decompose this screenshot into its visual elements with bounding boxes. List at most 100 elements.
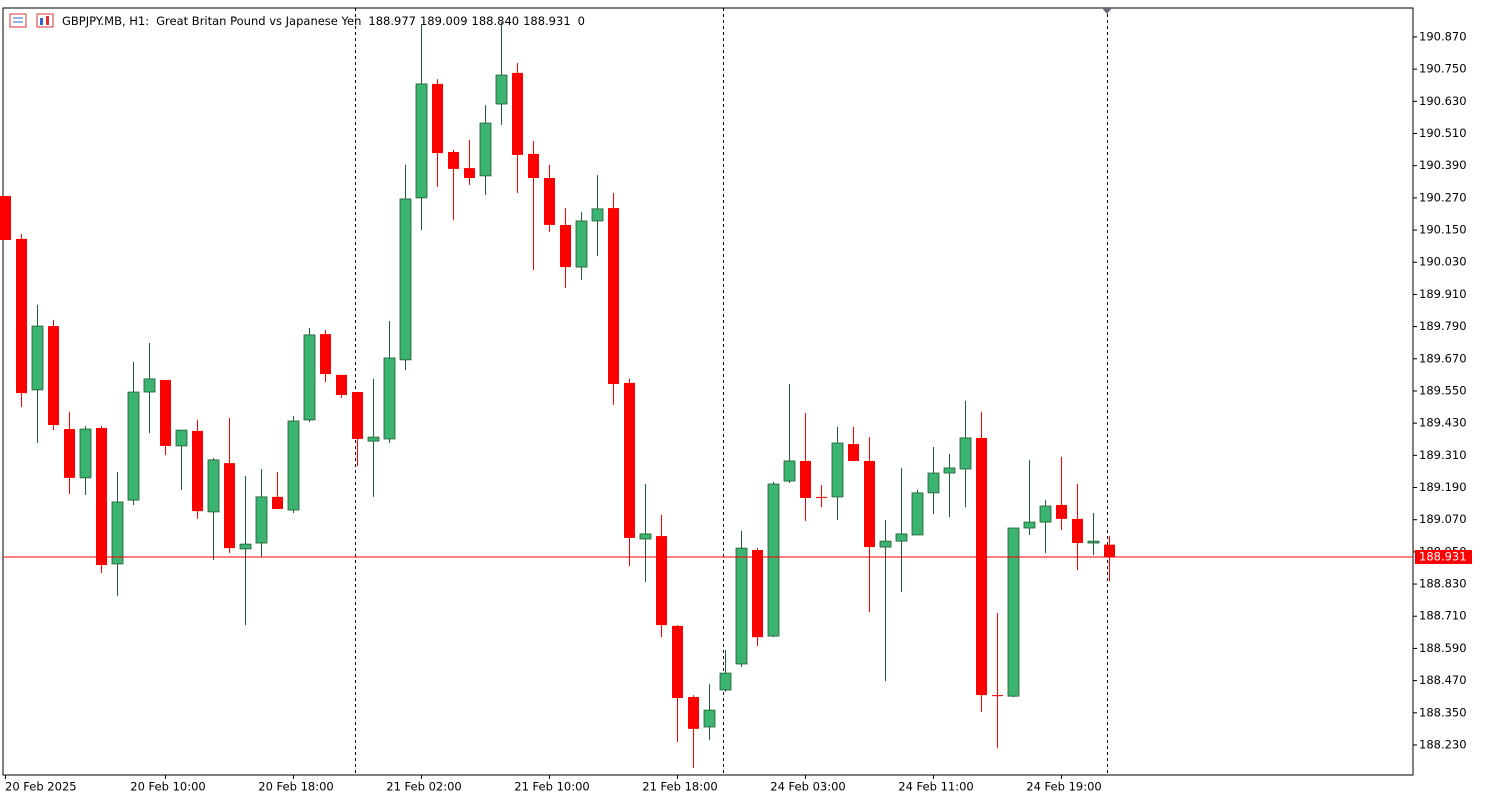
- candle-body: [719, 672, 732, 691]
- icon-bar: [46, 16, 49, 25]
- x-tick-label: 21 Feb 02:00: [386, 780, 461, 794]
- shift-marker: [1102, 8, 1112, 14]
- candle-body: [16, 238, 27, 394]
- high-price: 189.009: [420, 14, 468, 28]
- y-tick-label: 190.870: [1419, 29, 1467, 43]
- candle-body: [464, 168, 475, 179]
- x-tick-label: 20 Feb 18:00: [258, 780, 333, 794]
- candle-body: [624, 382, 635, 538]
- candle-body: [272, 496, 283, 509]
- last-price-box: [1415, 549, 1472, 564]
- candle-body: [1104, 544, 1115, 557]
- candle-body: [752, 549, 763, 638]
- candle-body: [911, 492, 924, 536]
- candle-body: [1007, 527, 1020, 697]
- candle-body: [111, 501, 124, 565]
- y-tick-label: 188.230: [1419, 737, 1467, 751]
- candle-body: [303, 334, 316, 421]
- y-tick-label: 189.910: [1419, 287, 1467, 301]
- candle-body: [831, 442, 844, 498]
- candle-body: [895, 533, 908, 542]
- icon: [9, 13, 27, 28]
- y-tick-label: 189.790: [1419, 319, 1467, 333]
- candle-body: [927, 472, 940, 494]
- candle-body: [239, 543, 252, 550]
- candle-body: [383, 357, 396, 440]
- close-price: 188.931: [523, 14, 571, 28]
- candle-body: [591, 208, 604, 222]
- candle-body: [479, 122, 492, 177]
- open-price: 188.977: [368, 14, 416, 28]
- candle-body: [127, 391, 140, 501]
- y-tick-label: 190.390: [1419, 158, 1467, 172]
- candle-body: [528, 153, 539, 179]
- candle-body: [255, 496, 268, 544]
- candle-body: [800, 460, 811, 498]
- candle-body: [1039, 505, 1052, 523]
- candle-body: [175, 429, 188, 447]
- y-tick-label: 190.030: [1419, 255, 1467, 269]
- candle-body: [992, 695, 1003, 697]
- symbol: GBPJPY.MB, H1:: [62, 14, 149, 28]
- plot-frame: [2, 7, 1414, 776]
- x-tick-label: 21 Feb 10:00: [514, 780, 589, 794]
- y-tick-label: 188.590: [1419, 641, 1467, 655]
- candle-body: [495, 74, 508, 105]
- x-tick-label: 20 Feb 10:00: [130, 780, 205, 794]
- candle-body: [1072, 518, 1083, 544]
- candle-body: [512, 72, 523, 155]
- candle-body: [943, 467, 956, 474]
- candle-body: [320, 334, 331, 375]
- low-price: 188.840: [472, 14, 520, 28]
- candle-body: [639, 533, 652, 540]
- candle-body: [352, 392, 363, 439]
- candle-body: [448, 152, 459, 169]
- y-tick-label: 188.830: [1419, 577, 1467, 591]
- y-tick-label: 189.670: [1419, 351, 1467, 365]
- candle-body: [432, 83, 443, 154]
- candle-body: [608, 208, 619, 384]
- y-tick-label: 188.710: [1419, 609, 1467, 623]
- candle-body: [959, 437, 972, 470]
- candle-body: [544, 178, 555, 225]
- candle-body: [48, 326, 59, 426]
- x-tick-label: 24 Feb 11:00: [898, 780, 973, 794]
- candle-body: [0, 195, 11, 240]
- candle-body: [287, 420, 300, 511]
- x-tick-label: 20 Feb 2025: [5, 780, 77, 794]
- candle-body: [879, 540, 892, 548]
- candle-body: [1023, 521, 1036, 529]
- candle-body: [976, 437, 987, 696]
- y-tick-label: 190.630: [1419, 94, 1467, 108]
- candle-body: [1087, 540, 1100, 544]
- icon-bar: [40, 18, 43, 25]
- candle-body: [848, 444, 859, 461]
- candle-body: [864, 460, 875, 548]
- candle-body: [79, 428, 92, 479]
- x-tick-label: 21 Feb 18:00: [642, 780, 717, 794]
- candle-body: [816, 496, 827, 498]
- description: Great Britan Pound vs Japanese Yen: [156, 14, 361, 28]
- candle-body: [688, 696, 699, 729]
- candle-body: [336, 374, 347, 395]
- candle-body: [207, 459, 220, 513]
- y-tick-label: 190.750: [1419, 62, 1467, 76]
- y-tick-label: 189.430: [1419, 416, 1467, 430]
- y-tick-label: 188.350: [1419, 705, 1467, 719]
- candle-body: [367, 436, 380, 442]
- x-tick-label: 24 Feb 03:00: [770, 780, 845, 794]
- last-price-label: 188.931: [1419, 549, 1467, 563]
- candle-body: [783, 460, 796, 482]
- y-tick-label: 190.270: [1419, 190, 1467, 204]
- candle-body: [160, 379, 171, 446]
- y-tick-label: 188.470: [1419, 673, 1467, 687]
- candle-body: [672, 625, 683, 699]
- candle-body: [575, 220, 588, 268]
- y-tick-label: 190.510: [1419, 126, 1467, 140]
- candle-body: [703, 709, 716, 728]
- candle-body: [656, 536, 667, 626]
- candle-body: [31, 325, 44, 391]
- y-tick-label: 190.150: [1419, 223, 1467, 237]
- candle-body: [399, 198, 412, 361]
